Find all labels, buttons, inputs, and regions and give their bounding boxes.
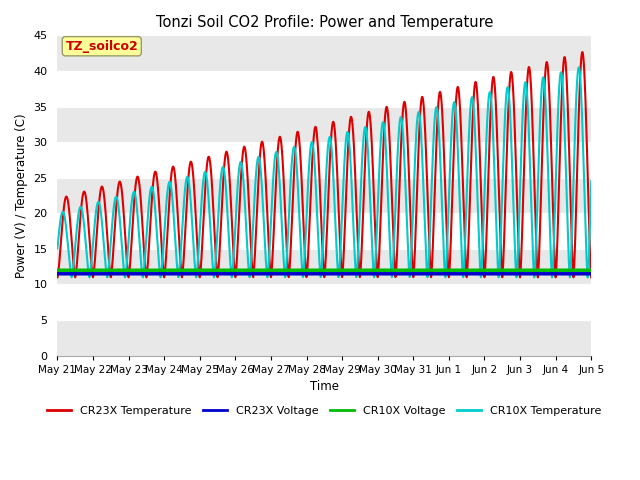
X-axis label: Time: Time	[310, 380, 339, 393]
Y-axis label: Power (V) / Temperature (C): Power (V) / Temperature (C)	[15, 113, 28, 278]
Legend: CR23X Temperature, CR23X Voltage, CR10X Voltage, CR10X Temperature: CR23X Temperature, CR23X Voltage, CR10X …	[42, 402, 606, 420]
Bar	[58, 36, 591, 71]
Bar	[58, 178, 591, 213]
Bar	[58, 107, 591, 142]
Title: Tonzi Soil CO2 Profile: Power and Temperature: Tonzi Soil CO2 Profile: Power and Temper…	[156, 15, 493, 30]
Bar	[58, 249, 591, 285]
Text: TZ_soilco2: TZ_soilco2	[65, 40, 138, 53]
Bar	[58, 320, 591, 356]
